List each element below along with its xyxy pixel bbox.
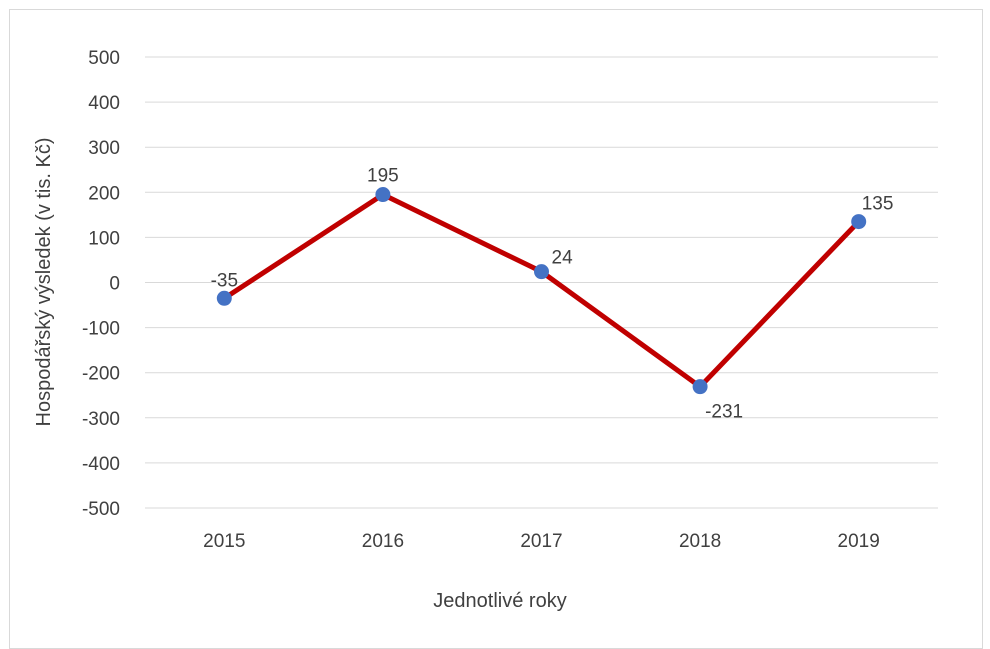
y-tick-label: -300 <box>82 409 120 430</box>
data-label: -35 <box>211 270 238 291</box>
y-tick-label: -400 <box>82 454 120 475</box>
data-point <box>692 379 708 395</box>
x-tick-label: 2019 <box>838 531 880 552</box>
y-tick-label: 500 <box>88 48 120 69</box>
data-label: 24 <box>552 248 574 269</box>
y-tick-label: 300 <box>88 138 120 159</box>
y-tick-label: -200 <box>82 364 120 385</box>
y-tick-label: 100 <box>88 228 120 249</box>
x-tick-label: 2016 <box>362 531 404 552</box>
data-points <box>216 187 867 395</box>
series-line <box>221 192 862 390</box>
data-label: -231 <box>705 402 743 423</box>
y-axis-label: Hospodářský výsledek (v tis. Kč) <box>33 138 55 427</box>
y-tick-label: 200 <box>88 183 120 204</box>
x-axis-label: Jednotlivé roky <box>433 590 566 612</box>
data-point <box>534 264 549 280</box>
y-tick-label: 400 <box>88 93 120 114</box>
data-point <box>216 290 232 306</box>
data-point <box>851 214 867 230</box>
x-tick-labels: 2015 2016 2017 2018 2019 <box>203 531 880 552</box>
line-chart: 500 400 300 200 100 0 -100 -200 -300 -400 -500 201… <box>33 48 938 612</box>
data-label: 195 <box>367 166 399 187</box>
y-tick-label: -100 <box>82 319 120 340</box>
x-tick-label: 2018 <box>679 531 721 552</box>
y-tick-labels: 500 400 300 200 100 0 -100 -200 -300 -400 -500 <box>82 48 120 520</box>
y-tick-label: -500 <box>82 499 120 520</box>
x-tick-label: 2017 <box>520 531 562 552</box>
x-tick-label: 2015 <box>203 531 245 552</box>
y-tick-label: 0 <box>109 274 120 295</box>
data-label: 135 <box>862 194 894 215</box>
data-point <box>375 187 391 203</box>
gridlines <box>145 56 938 509</box>
data-labels: -35 195 24 -231 135 <box>211 166 894 423</box>
